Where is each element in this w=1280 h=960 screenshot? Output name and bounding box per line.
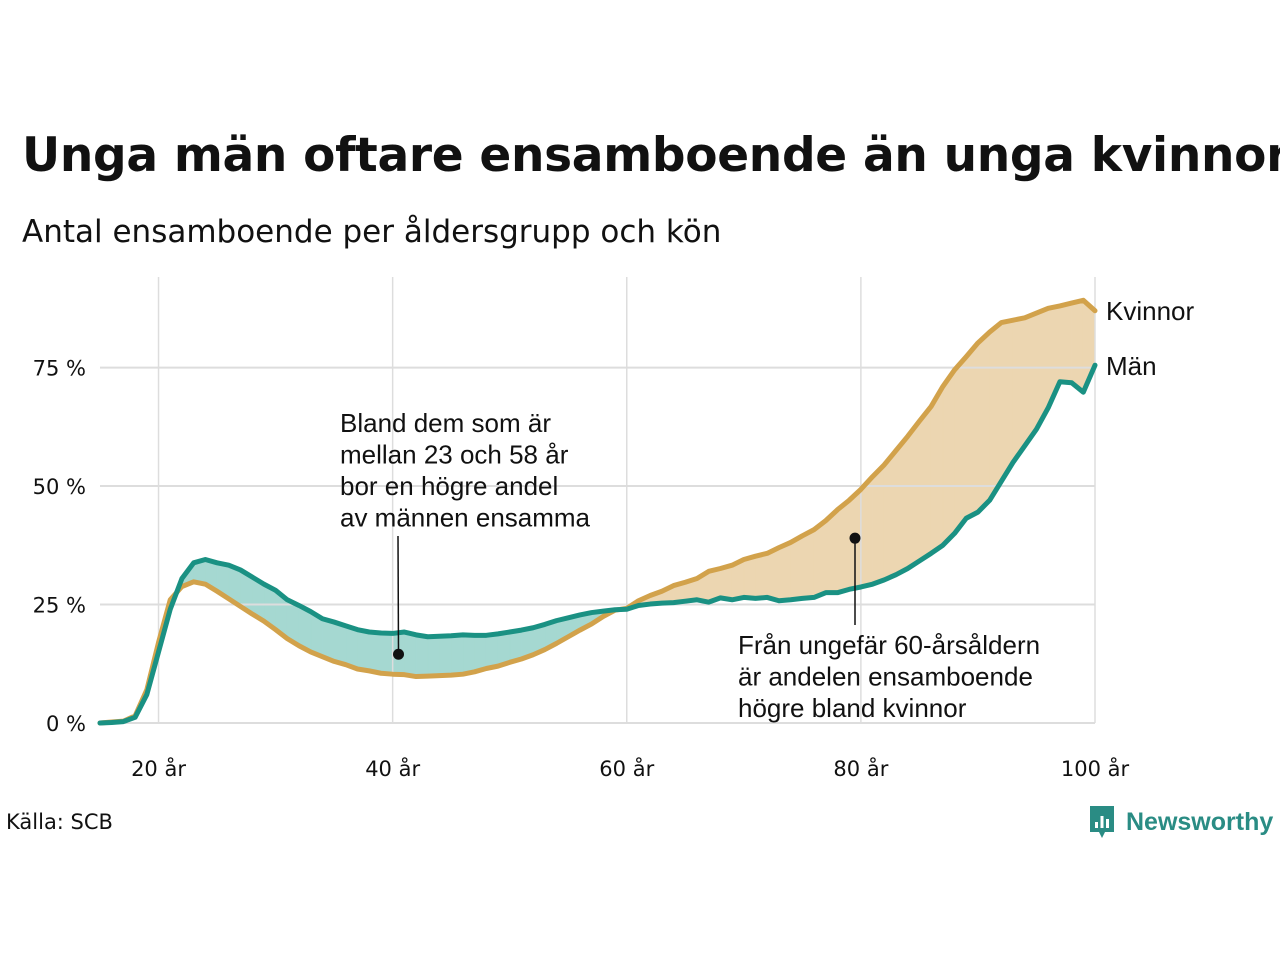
difference-area (333, 621, 347, 666)
difference-area (743, 555, 756, 599)
chart-title: Unga män oftare ensamboende än unga kvin… (22, 128, 1280, 183)
difference-area (462, 634, 475, 675)
difference-area (778, 541, 791, 602)
series-label-women: Kvinnor (1106, 296, 1194, 326)
difference-area (439, 635, 452, 676)
difference-area (1059, 302, 1072, 384)
difference-area (415, 634, 429, 677)
difference-area (345, 625, 358, 670)
brand-name: Newsworthy (1126, 807, 1274, 836)
annotation-point (393, 648, 404, 660)
difference-area (813, 520, 827, 598)
annotation-point (849, 532, 861, 544)
brand-logo: Newsworthy (1088, 804, 1273, 840)
difference-area (989, 321, 1002, 502)
y-tick-label: 25 % (33, 594, 86, 618)
difference-area (1024, 312, 1037, 447)
annotation-text-line: Bland dem som är (340, 408, 551, 438)
series-line-women (97, 297, 1098, 726)
label-layer: 0 % 25 % 50 % 75 % 20 år 40 år 60 år 80 år 100 å… (33, 296, 1195, 781)
difference-area (368, 631, 382, 674)
difference-area (895, 435, 909, 576)
difference-area (1001, 319, 1014, 483)
difference-area (837, 499, 850, 594)
x-tick-label: 20 år (131, 756, 186, 781)
line-layer (97, 297, 1098, 726)
difference-area (380, 632, 393, 675)
annotation-text-line: högre bland kvinnor (738, 693, 967, 723)
difference-area (766, 547, 780, 602)
x-tick-label: 100 år (1061, 756, 1130, 781)
source-note: Källa: SCB (6, 810, 113, 834)
difference-area (930, 385, 944, 554)
difference-area (790, 535, 803, 601)
difference-area (357, 629, 370, 672)
difference-area (1071, 299, 1084, 393)
y-tick-label: 0 % (46, 712, 86, 736)
difference-area (860, 475, 873, 588)
annotation-text-line: Från ungefär 60-årsåldern (738, 630, 1040, 660)
y-tick-label: 50 % (33, 475, 86, 499)
series-line-men (97, 362, 1098, 726)
x-tick-label: 80 år (833, 756, 888, 781)
difference-area (450, 634, 464, 676)
difference-area (919, 405, 932, 562)
difference-area (872, 463, 885, 585)
difference-area (474, 635, 487, 673)
x-tick-label: 40 år (365, 756, 420, 781)
difference-area (485, 633, 499, 669)
annotation-text-line: är andelen ensamboende (738, 662, 1033, 692)
grid-layer (100, 277, 1096, 724)
annotation-leader (397, 535, 400, 655)
difference-area (427, 635, 440, 677)
series-label-men: Män (1106, 351, 1157, 381)
difference-area (404, 631, 417, 677)
newsworthy-logo-icon (1090, 806, 1114, 838)
difference-area (907, 420, 920, 570)
difference-area (942, 368, 955, 547)
y-tick-label: 75 % (33, 357, 86, 381)
difference-area (802, 529, 815, 599)
difference-area (883, 449, 897, 581)
annotation-text-line: av männen ensamma (340, 503, 591, 533)
difference-area (755, 552, 768, 599)
chart-subtitle: Antal ensamboende per åldersgrupp och kö… (22, 214, 722, 250)
x-tick-label: 60 år (599, 756, 654, 781)
difference-area (965, 342, 979, 519)
annotation-text-line: bor en högre andel (340, 471, 558, 501)
annotation-text-line: mellan 23 och 58 år (340, 440, 569, 470)
difference-area (954, 355, 967, 535)
difference-area (1012, 317, 1026, 464)
